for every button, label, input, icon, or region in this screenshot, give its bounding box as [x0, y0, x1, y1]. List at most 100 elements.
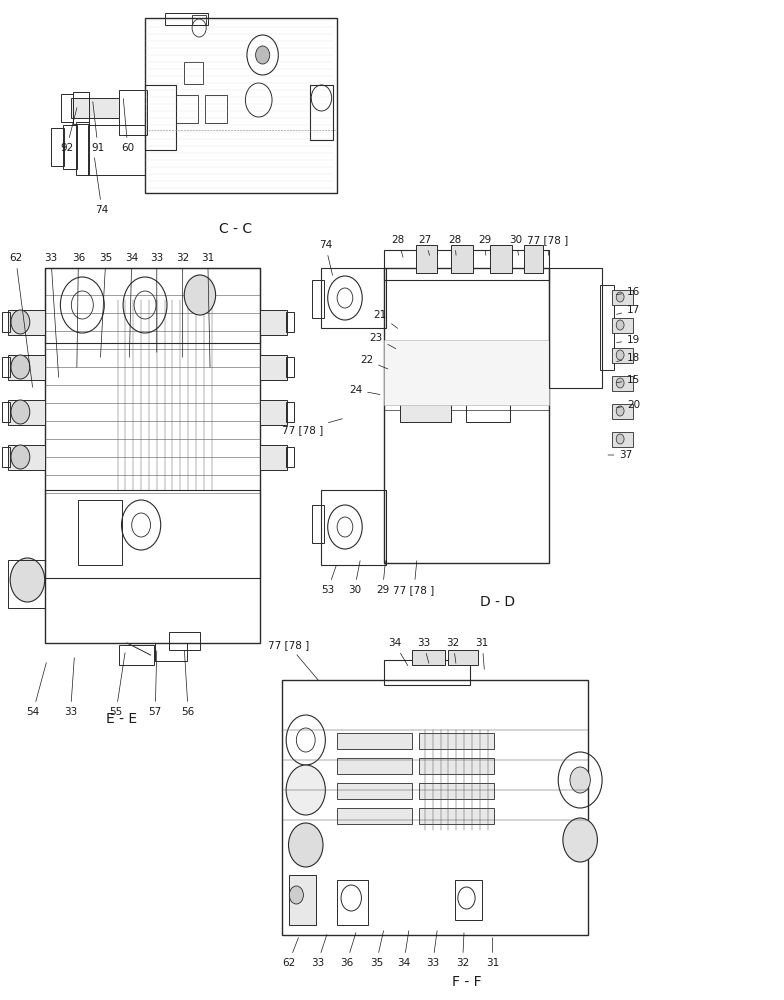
Circle shape [289, 886, 303, 904]
Text: 27: 27 [419, 235, 431, 255]
Text: 33: 33 [417, 638, 430, 663]
Text: 21: 21 [373, 310, 397, 328]
Bar [337, 733, 412, 749]
Text: 34: 34 [125, 253, 138, 357]
Bar [205, 95, 227, 123]
Bar [8, 355, 45, 380]
Bar [2, 447, 10, 467]
Bar [612, 348, 633, 363]
Text: 57: 57 [149, 651, 162, 717]
Bar [260, 355, 287, 380]
Bar [61, 94, 73, 122]
Bar [119, 645, 154, 665]
Bar [192, 15, 206, 25]
Text: 32: 32 [176, 253, 189, 357]
Text: 77 [78 ]: 77 [78 ] [268, 640, 318, 680]
Circle shape [256, 46, 270, 64]
Circle shape [10, 558, 45, 602]
Bar [260, 400, 287, 425]
Bar [8, 400, 45, 425]
Bar [524, 245, 543, 273]
Bar [612, 432, 633, 447]
Circle shape [11, 400, 30, 424]
Text: 33: 33 [426, 931, 439, 968]
Bar [612, 376, 633, 391]
Bar [184, 62, 203, 84]
Bar [289, 875, 316, 925]
Text: 33: 33 [151, 253, 163, 352]
Text: C - C: C - C [219, 222, 252, 236]
Circle shape [616, 320, 624, 330]
Bar [384, 660, 470, 685]
Text: 16: 16 [617, 287, 641, 297]
Text: 33: 33 [311, 935, 327, 968]
Text: 31: 31 [486, 938, 499, 968]
Text: 32: 32 [456, 933, 469, 968]
Text: 30: 30 [348, 561, 361, 595]
Bar [165, 13, 208, 25]
Bar [400, 382, 451, 422]
Text: F - F: F - F [452, 975, 481, 989]
Text: 56: 56 [182, 651, 194, 717]
Bar [76, 122, 89, 175]
Bar [2, 312, 10, 332]
Bar [286, 357, 294, 377]
Text: 28: 28 [392, 235, 405, 257]
Text: 31: 31 [201, 253, 214, 367]
Text: 62: 62 [282, 938, 299, 968]
Bar [337, 880, 368, 925]
Text: 15: 15 [617, 375, 641, 385]
Bar [63, 125, 77, 169]
Bar [8, 560, 45, 608]
Text: 31: 31 [476, 638, 488, 669]
Bar [45, 268, 260, 643]
Circle shape [11, 310, 30, 334]
Bar [419, 758, 494, 774]
Text: 35: 35 [370, 931, 383, 968]
Bar [176, 95, 198, 123]
Bar [145, 18, 337, 193]
Text: 20: 20 [617, 400, 641, 410]
Text: 37: 37 [608, 450, 633, 460]
Bar [412, 650, 445, 665]
Bar [384, 268, 549, 563]
Text: 30: 30 [510, 235, 522, 255]
Bar [2, 402, 10, 422]
Text: 36: 36 [72, 253, 85, 367]
Text: 34: 34 [388, 638, 408, 666]
Circle shape [184, 275, 216, 315]
Bar [337, 758, 412, 774]
Text: 19: 19 [617, 335, 641, 345]
Bar [549, 268, 602, 388]
Bar [419, 733, 494, 749]
Bar [337, 808, 412, 824]
Bar [321, 490, 386, 565]
Circle shape [616, 406, 624, 416]
Text: 35: 35 [100, 253, 112, 357]
Circle shape [616, 378, 624, 388]
Bar [337, 783, 412, 799]
Bar [312, 280, 324, 318]
Bar [490, 245, 512, 273]
Bar [78, 500, 122, 565]
Circle shape [616, 350, 624, 360]
Text: 77 [78 ]: 77 [78 ] [394, 561, 434, 595]
Text: 53: 53 [321, 566, 336, 595]
Bar [88, 125, 145, 175]
Text: 33: 33 [64, 658, 77, 717]
Text: 32: 32 [447, 638, 459, 663]
Text: E - E: E - E [106, 712, 137, 726]
Bar [286, 402, 294, 422]
Bar [45, 268, 260, 343]
Bar [321, 268, 386, 328]
Text: 34: 34 [397, 931, 410, 968]
Circle shape [289, 823, 323, 867]
Bar [8, 310, 45, 335]
Bar [286, 312, 294, 332]
Circle shape [616, 434, 624, 444]
Text: 74: 74 [319, 240, 332, 275]
Bar [416, 245, 437, 273]
Bar [466, 382, 510, 422]
Bar [260, 310, 287, 335]
Bar [455, 880, 482, 920]
